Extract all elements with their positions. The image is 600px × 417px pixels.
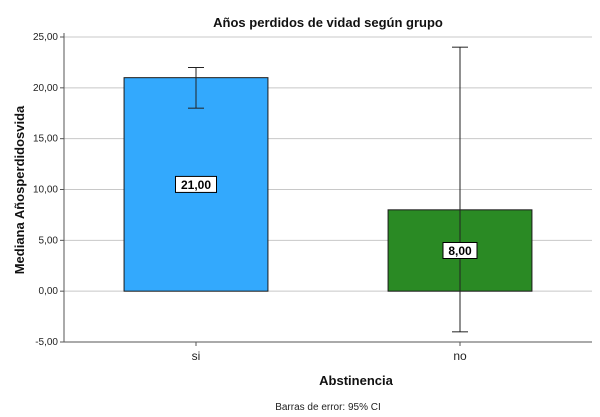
x-axis-categories: si no	[192, 342, 467, 363]
y-axis-label: Mediana Añosperdidosvida	[12, 105, 27, 274]
chart-title: Años perdidos de vidad según grupo	[213, 15, 443, 30]
error-bars	[188, 46, 468, 333]
y-tick-label: -5,00	[35, 337, 58, 348]
y-tick-label: 20,00	[33, 83, 58, 94]
x-axis-label: Abstinencia	[319, 373, 393, 388]
x-tick-label-si: si	[192, 349, 201, 363]
data-label-si: 21,00	[181, 178, 211, 192]
y-tick-label: 5,00	[39, 235, 59, 246]
y-tick-label: 10,00	[33, 185, 58, 196]
data-label-no: 8,00	[448, 244, 472, 258]
data-labels: 21,00 8,00	[175, 175, 478, 259]
footnote: Barras de error: 95% CI	[275, 402, 381, 413]
data-label-box	[442, 242, 478, 259]
y-tick-label: 25,00	[33, 32, 58, 43]
y-tick-label: 15,00	[33, 134, 58, 145]
x-tick-label-no: no	[453, 349, 467, 363]
y-tick-label: 0,00	[39, 286, 59, 297]
y-axis-ticks: -5,00 0,00 5,00 10,00 15,00 20,00 25,00	[33, 32, 64, 348]
data-label-box	[175, 175, 217, 193]
